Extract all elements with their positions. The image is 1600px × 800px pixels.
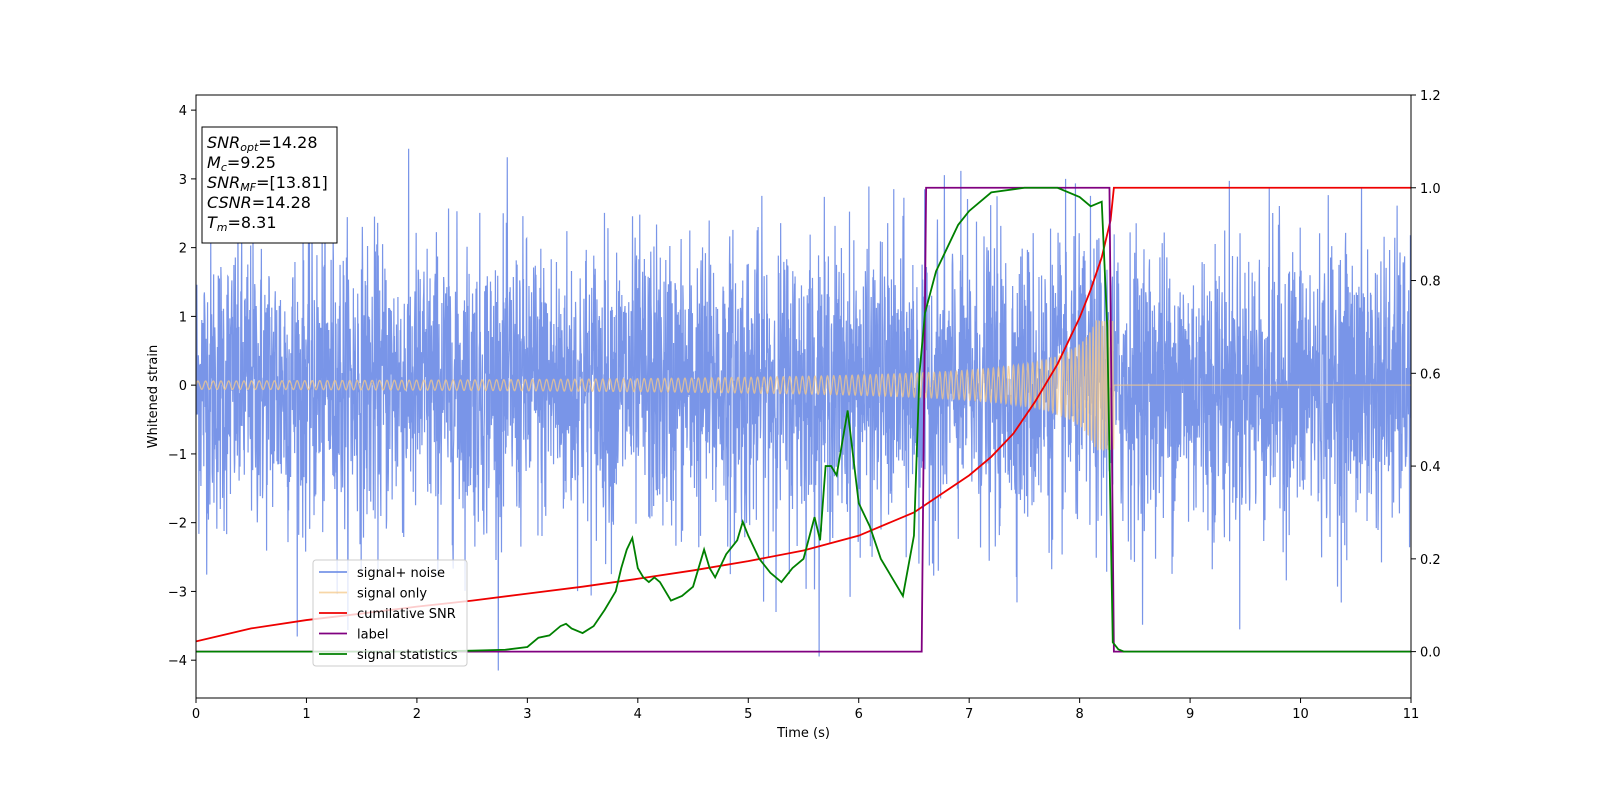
x-tick-label: 4 xyxy=(634,707,642,722)
x-tick-label: 5 xyxy=(744,707,752,722)
x-tick-label: 8 xyxy=(1075,707,1083,722)
x-tick-label: 3 xyxy=(523,707,531,722)
series-signal-noise xyxy=(196,148,1411,671)
x-tick-label: 11 xyxy=(1403,707,1420,722)
annotation-line: CSNR=14.28 xyxy=(207,193,311,212)
x-tick-label: 9 xyxy=(1186,707,1194,722)
y-right-tick-label: 1.0 xyxy=(1420,182,1441,197)
y-right-tick-label: 1.2 xyxy=(1420,89,1441,104)
legend-entry: label xyxy=(357,628,388,643)
y-right-tick-label: 0.4 xyxy=(1420,460,1441,475)
annotation-line: SNRMF=[13.81] xyxy=(207,173,328,194)
legend-entry: signal only xyxy=(357,587,427,602)
y-left-tick-label: 4 xyxy=(179,104,187,119)
x-tick-label: 1 xyxy=(302,707,310,722)
legend: signal+ noise signal only cumilative SNR la… xyxy=(312,559,468,667)
annotation-line: SNRopt=14.28 xyxy=(207,133,318,154)
y-right-tick-label: 0.2 xyxy=(1420,553,1441,568)
series-signal-statistics xyxy=(196,186,1411,653)
y-left-tick-label: −4 xyxy=(168,654,187,669)
y-axis-label: Whitened strain xyxy=(146,345,161,448)
legend-entry: signal statistics xyxy=(357,648,458,663)
y-left-tick-label: 2 xyxy=(179,242,187,257)
y-axis-right: 0.0 0.2 0.4 0.6 0.8 1.0 1.2 xyxy=(1411,89,1441,661)
y-left-tick-label: 3 xyxy=(179,173,187,188)
x-axis-label: Time (s) xyxy=(776,726,830,741)
legend-entry: cumilative SNR xyxy=(357,607,456,622)
legend-entry: signal+ noise xyxy=(357,566,445,581)
y-right-tick-label: 0.8 xyxy=(1420,275,1441,290)
plot-frame xyxy=(195,94,1412,699)
y-left-tick-label: −3 xyxy=(168,585,187,600)
y-left-tick-label: 1 xyxy=(179,310,187,325)
legend-frame xyxy=(312,559,468,667)
y-left-tick-label: −1 xyxy=(168,448,187,463)
x-tick-label: 10 xyxy=(1292,707,1309,722)
annotation-frame xyxy=(201,126,338,244)
x-tick-label: 0 xyxy=(192,707,200,722)
x-tick-label: 6 xyxy=(855,707,863,722)
y-left-tick-label: −2 xyxy=(168,517,187,532)
x-axis: 0 1 2 3 4 5 6 7 8 9 10 11 xyxy=(192,698,1419,722)
y-left-tick-label: 0 xyxy=(179,379,187,394)
annotation-line: Tm=8.31 xyxy=(207,213,277,234)
annotation-box: SNRopt=14.28Mc=9.25SNRMF=[13.81]CSNR=14.… xyxy=(201,126,338,244)
y-axis-left: −4 −3 −2 −1 0 1 2 3 4 xyxy=(168,104,196,669)
annotation-line: Mc=9.25 xyxy=(207,153,276,174)
y-right-tick-label: 0.6 xyxy=(1420,367,1441,382)
x-tick-label: 7 xyxy=(965,707,973,722)
x-tick-label: 2 xyxy=(413,707,421,722)
y-right-tick-label: 0.0 xyxy=(1420,646,1441,661)
series-signal-only xyxy=(196,319,1411,451)
